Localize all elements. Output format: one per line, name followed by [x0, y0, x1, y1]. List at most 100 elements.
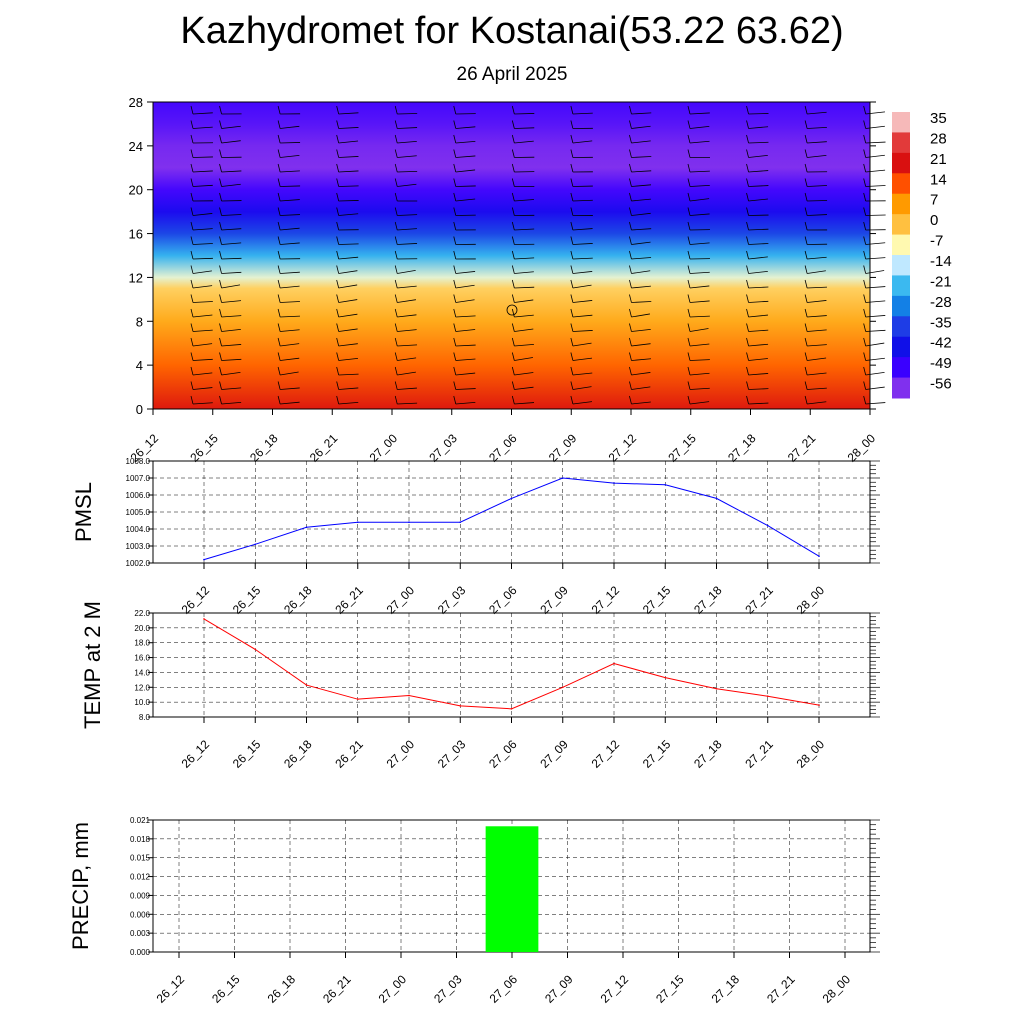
wind-barb — [455, 358, 476, 361]
wind-barb — [221, 183, 241, 187]
wind-barb-flag — [336, 192, 340, 202]
wind-barb — [865, 286, 886, 289]
x-tick-label: 26_12 — [154, 972, 188, 1006]
wind-barb-flag — [570, 337, 574, 347]
wind-barb-flag — [219, 294, 222, 303]
wind-barb — [865, 154, 885, 158]
wind-barb — [514, 344, 534, 347]
wind-barb-flag — [570, 366, 574, 376]
wind-barb — [221, 125, 241, 129]
y-tick-label: 0.015 — [130, 854, 151, 863]
wind-barb — [807, 270, 826, 274]
wind-barb — [338, 299, 358, 303]
colorbar-label: 7 — [930, 192, 938, 209]
wind-barb-flag — [453, 105, 457, 115]
wind-barb — [514, 314, 534, 318]
chart-title: Kazhydromet for Kostanai(53.22 63.62) — [180, 10, 844, 52]
wind-barb — [572, 357, 593, 361]
wind-barb-flag — [746, 163, 749, 173]
wind-barb — [338, 127, 359, 129]
wind-barb — [689, 242, 710, 245]
wind-barb-flag — [394, 294, 398, 303]
wind-barb-flag — [453, 265, 457, 274]
wind-barb — [572, 199, 593, 202]
wind-barb-flag — [687, 294, 691, 303]
y-tick-label: 0.018 — [130, 835, 151, 844]
wind-barb — [748, 126, 769, 129]
wind-barb-flag — [746, 192, 749, 202]
data-point — [356, 698, 359, 700]
wind-barb — [748, 243, 769, 245]
wind-barb-flag — [336, 265, 340, 274]
wind-barb-flag — [629, 323, 632, 332]
wind-barb — [338, 156, 359, 158]
wind-barb-flag — [863, 323, 867, 332]
wind-barb-flag — [219, 279, 222, 289]
wind-barb — [631, 270, 651, 274]
wind-barb — [514, 257, 535, 260]
wind-barb — [689, 328, 709, 332]
x-tick-label: 27_00 — [376, 972, 410, 1006]
colorbar-swatch — [892, 295, 910, 317]
wind-barb — [807, 286, 828, 289]
wind-barb — [280, 315, 300, 318]
wind-barb-flag — [746, 105, 749, 115]
x-tick-label: 26_21 — [332, 583, 366, 617]
wind-barb — [631, 372, 651, 376]
wind-barb-flag — [453, 352, 457, 361]
wind-barb — [397, 270, 416, 274]
wind-barb — [397, 387, 417, 390]
wind-barb-flag — [277, 120, 281, 129]
heatmap-y-tick-label: 0 — [136, 402, 143, 417]
wind-barb — [338, 185, 359, 187]
heatmap-y-tick-label: 24 — [129, 139, 143, 154]
wind-barb — [807, 185, 827, 187]
wind-barb — [865, 315, 886, 318]
wind-barb-flag — [394, 149, 398, 158]
wind-barb — [192, 285, 213, 289]
wind-barb-flag — [277, 323, 281, 332]
wind-barb — [748, 373, 769, 376]
wind-barb-flag — [629, 395, 632, 405]
wind-barb — [689, 184, 710, 187]
wind-barb-flag — [453, 308, 457, 318]
wind-barb — [807, 200, 828, 202]
wind-barb — [514, 402, 535, 405]
wind-barb-flag — [190, 352, 194, 361]
y-tick-label: 10.0 — [134, 698, 150, 707]
heatmap-x-tick-label: 27_21 — [785, 431, 819, 465]
wind-barb-flag — [453, 366, 457, 376]
wind-barb — [865, 329, 886, 332]
x-tick-label: 27_15 — [653, 972, 687, 1006]
data-point — [305, 526, 308, 529]
wind-barb-flag — [804, 120, 808, 129]
colorbar-swatch — [892, 173, 910, 195]
wind-barb-flag — [511, 395, 515, 405]
wind-barb — [865, 169, 886, 173]
wind-barb-flag — [570, 294, 574, 303]
wind-barb — [807, 141, 827, 144]
wind-barb — [572, 300, 593, 303]
wind-barb-flag — [394, 105, 398, 115]
wind-barb — [807, 127, 827, 129]
x-tick-label: 28_00 — [794, 737, 828, 771]
wind-barb — [397, 243, 418, 245]
wind-barb — [192, 329, 213, 332]
x-tick-label: 27_12 — [598, 972, 632, 1006]
x-tick-label: 27_18 — [691, 737, 725, 771]
wind-barb-flag — [277, 105, 281, 115]
wind-barb-flag — [277, 337, 281, 347]
wind-barb-flag — [511, 250, 515, 260]
heatmap-y-tick-label: 28 — [129, 95, 143, 110]
wind-barb-flag — [804, 207, 808, 216]
wind-barb-flag — [394, 120, 398, 129]
colorbar-swatch — [892, 132, 910, 154]
wind-barb-flag — [394, 279, 398, 289]
wind-barb — [338, 270, 358, 274]
wind-barb-flag — [453, 178, 457, 187]
wind-barb-flag — [804, 134, 808, 144]
wind-barb-flag — [511, 207, 515, 216]
heatmap-field — [153, 102, 870, 409]
wind-barb — [397, 228, 417, 231]
heatmap-y-tick-label: 12 — [129, 270, 143, 285]
